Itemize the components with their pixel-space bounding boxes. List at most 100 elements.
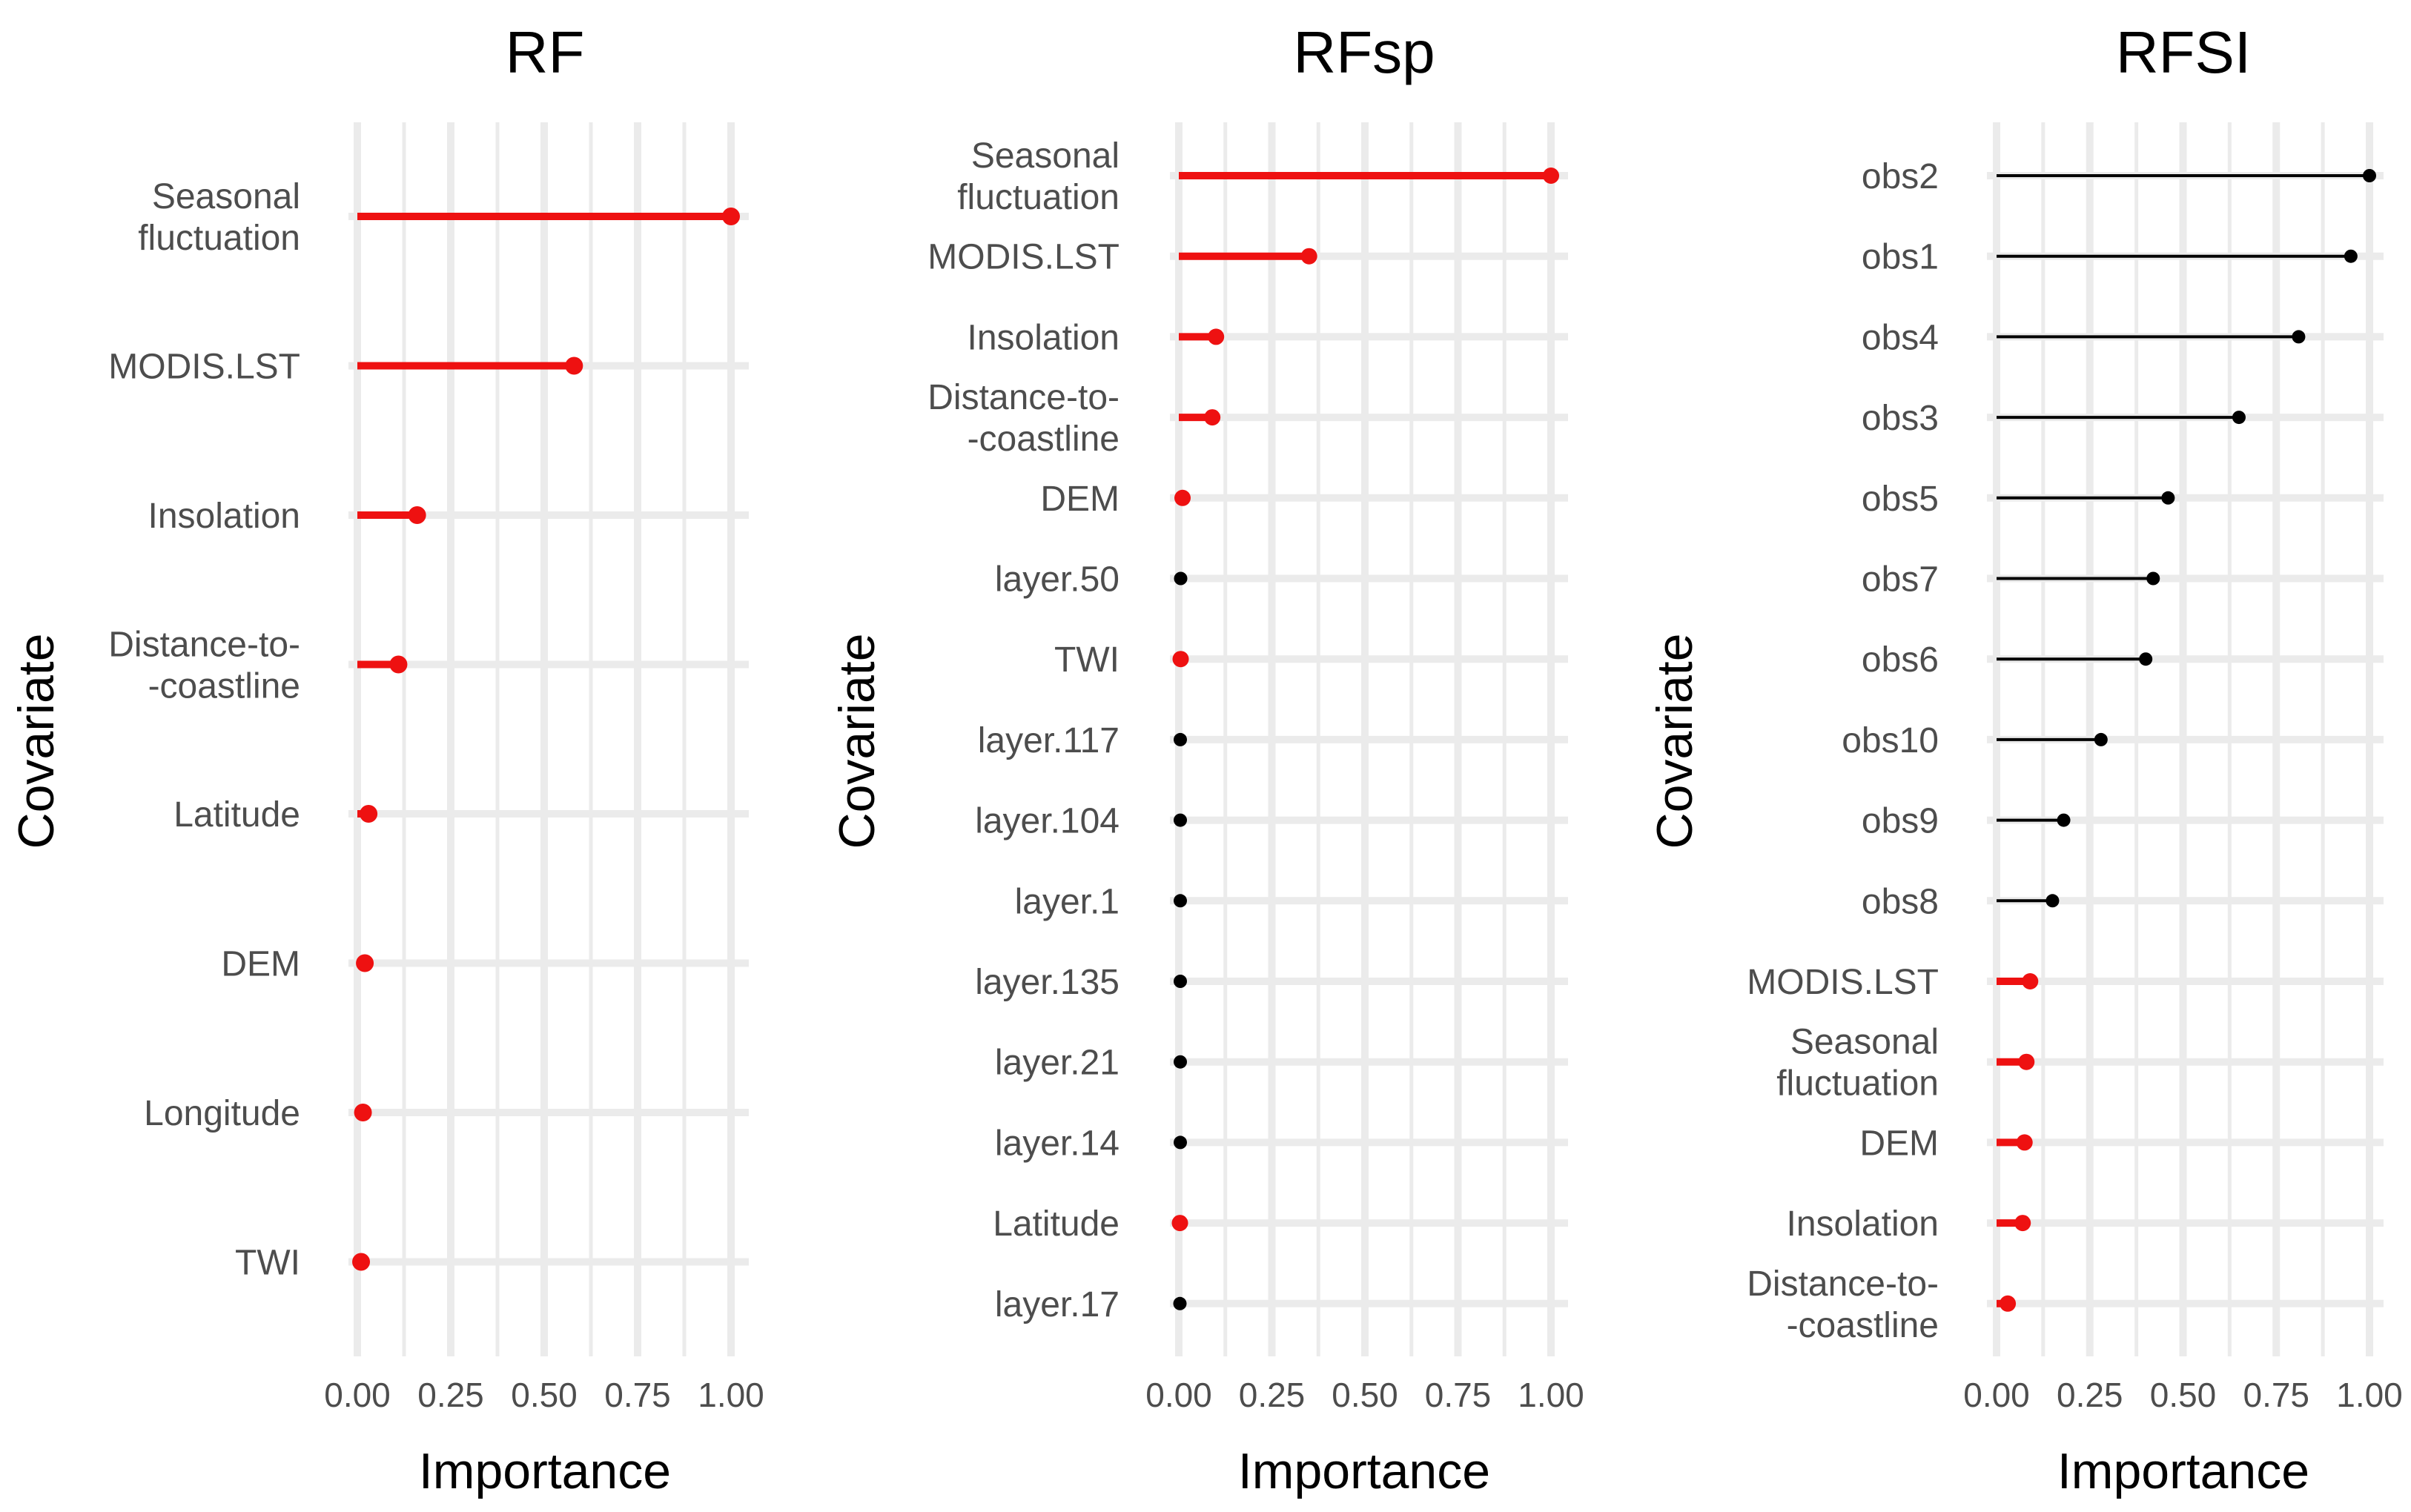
x-tick-label: 0.00 — [1145, 1376, 1212, 1414]
lollipop-point — [354, 1104, 372, 1121]
lollipop-point — [1171, 1215, 1188, 1232]
lollipop-point — [1174, 571, 1188, 586]
x-axis-title: Importance — [2057, 1443, 2309, 1499]
category-label: layer.14 — [995, 1124, 1119, 1163]
category-label: obs8 — [1862, 882, 1939, 921]
lollipop-point — [1174, 1135, 1188, 1150]
x-tick-label: 0.50 — [1332, 1376, 1398, 1414]
panel-title: RF — [506, 19, 585, 85]
category-label: layer.50 — [995, 560, 1119, 600]
lollipop-point — [1543, 168, 1559, 184]
category-label: obs2 — [1862, 157, 1939, 196]
x-tick-label: 0.75 — [2243, 1376, 2309, 1414]
category-label: obs3 — [1862, 399, 1939, 438]
lollipop-point — [2232, 411, 2246, 425]
x-axis-title: Importance — [1238, 1443, 1490, 1499]
lollipop-point — [2363, 169, 2376, 182]
lollipop-point — [722, 208, 740, 225]
lollipop-point — [565, 357, 583, 375]
category-label: Distance-to--coastline — [108, 626, 300, 706]
category-label: Seasonal fluctuation — [957, 136, 1119, 217]
x-tick-label: 0.00 — [1963, 1376, 2030, 1414]
category-label: DEM — [1859, 1124, 1939, 1163]
lollipop-point — [2014, 1215, 2031, 1232]
category-label: layer.104 — [975, 802, 1119, 841]
category-label: obs9 — [1862, 802, 1939, 841]
lollipop-point — [360, 805, 378, 823]
category-label: TWI — [235, 1244, 300, 1283]
lollipop-point — [2146, 571, 2160, 586]
lollipop-point — [389, 655, 408, 674]
lollipop-point — [1174, 975, 1188, 988]
category-label: obs5 — [1862, 480, 1939, 519]
category-label: Insolation — [1787, 1204, 1939, 1244]
lollipop-point — [2292, 330, 2306, 344]
lollipop-point — [2045, 894, 2060, 908]
lollipop-point — [352, 1253, 371, 1271]
x-axis-title: Importance — [419, 1443, 671, 1499]
lollipop-point — [2161, 491, 2175, 505]
panel-rfsi: obs2 obs1 obs4 obs3 obs5 obs7 obs6 obs10 obs9 obs… — [1647, 19, 2403, 1499]
panel-rf: Seasonal fluctuation MODIS.LST Insolation Di… — [8, 19, 764, 1499]
lollipop-point — [2022, 973, 2039, 989]
x-tick-label: 0.25 — [1239, 1376, 1306, 1414]
lollipop-point — [2000, 1295, 2017, 1312]
category-label: layer.117 — [978, 721, 1119, 760]
panel-title: RFSI — [2116, 19, 2251, 85]
y-axis-title: Covariate — [8, 633, 65, 849]
lollipop-point — [1174, 732, 1188, 746]
y-axis-title: Covariate — [1647, 633, 1703, 849]
lollipop-point — [1174, 489, 1191, 506]
x-tick-label: 0.75 — [1425, 1376, 1492, 1414]
category-label: obs6 — [1862, 640, 1939, 680]
x-tick-label: 0.25 — [2057, 1376, 2123, 1414]
y-axis-title: Covariate — [829, 633, 885, 849]
category-label: Longitude — [144, 1094, 300, 1133]
lollipop-point — [2139, 652, 2153, 666]
x-tick-label: 0.50 — [2150, 1376, 2217, 1414]
category-label: Latitude — [173, 795, 300, 835]
x-tick-label: 0.50 — [511, 1376, 578, 1414]
lollipop-point — [1173, 1296, 1187, 1310]
x-tick-label: 1.00 — [2336, 1376, 2403, 1414]
category-label: Seasonal fluctuation — [138, 177, 300, 258]
lollipop-point — [2094, 732, 2108, 746]
category-label: Insolation — [148, 497, 300, 536]
lollipop-point — [2344, 249, 2358, 263]
category-label: Seasonal fluctuation — [1776, 1023, 1939, 1104]
category-label: MODIS.LST — [108, 348, 300, 387]
lollipop-point — [2016, 1134, 2033, 1151]
lollipop-point — [1174, 813, 1188, 827]
x-tick-label: 0.00 — [324, 1376, 391, 1414]
category-label: DEM — [221, 945, 300, 984]
category-label: DEM — [1040, 480, 1119, 519]
category-label: Insolation — [968, 318, 1119, 357]
x-tick-label: 1.00 — [1518, 1376, 1584, 1414]
lollipop-point — [1172, 651, 1189, 668]
lollipop-point — [356, 954, 374, 972]
lollipop-point — [2018, 1053, 2035, 1070]
category-label: TWI — [1054, 640, 1119, 680]
lollipop-point — [1208, 328, 1225, 345]
category-label: MODIS.LST — [1747, 963, 1939, 1002]
panel-title: RFsp — [1293, 19, 1435, 85]
category-label: Distance-to--coastline — [927, 378, 1119, 459]
category-label: obs10 — [1842, 721, 1939, 760]
panel-rfsp: Seasonal fluctuation MODIS.LST Insolation Di… — [829, 19, 1584, 1499]
category-label: layer.135 — [975, 963, 1119, 1002]
lollipop-point — [1300, 248, 1317, 265]
lollipop-point — [2057, 813, 2071, 827]
lollipop-point — [1204, 409, 1221, 426]
category-label: layer.17 — [995, 1285, 1119, 1324]
lollipop-point — [408, 506, 426, 524]
category-label: layer.21 — [995, 1044, 1119, 1083]
x-tick-label: 0.75 — [604, 1376, 671, 1414]
category-label: Latitude — [993, 1204, 1119, 1244]
category-label: MODIS.LST — [927, 238, 1119, 277]
category-label: obs7 — [1862, 560, 1939, 600]
x-tick-label: 1.00 — [698, 1376, 764, 1414]
lollipop-point — [1174, 1055, 1188, 1069]
category-label: layer.1 — [1015, 882, 1119, 921]
